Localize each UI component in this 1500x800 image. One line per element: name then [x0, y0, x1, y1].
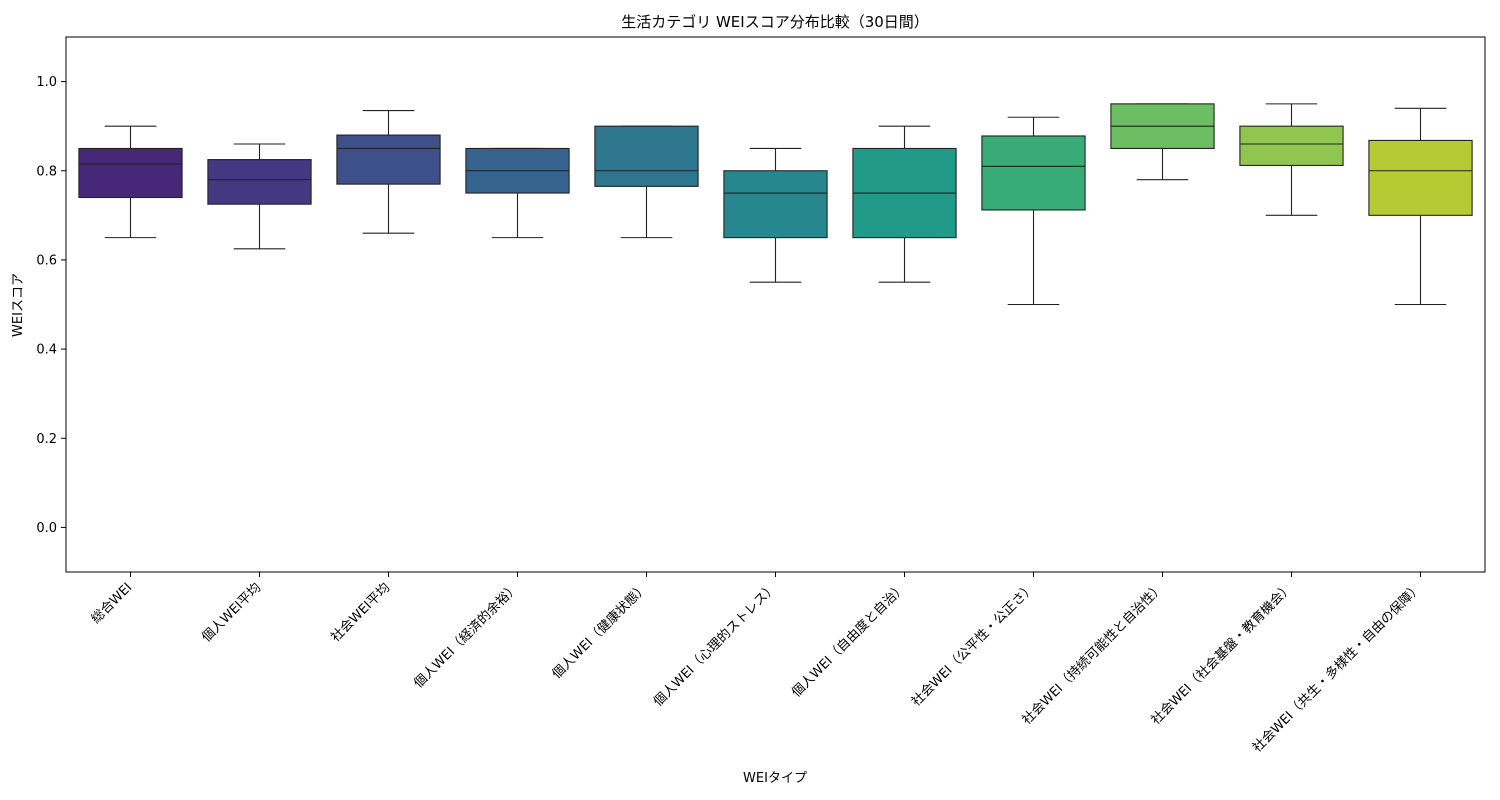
x-tick-label: 個人WEI（自由度と自治） — [788, 580, 909, 701]
y-axis-title: WEIスコア — [11, 273, 26, 337]
x-tick-label: 個人WEI平均 — [199, 580, 264, 645]
y-tick-label: 0.0 — [36, 521, 57, 536]
box-8 — [981, 116, 1086, 306]
box-9 — [1110, 103, 1215, 181]
chart-title: 生活カテゴリ WEIスコア分布比較（30日間） — [621, 13, 929, 31]
y-axis: 0.0 0.2 0.4 0.6 0.8 1.0 — [36, 75, 66, 536]
iqr-box — [336, 134, 441, 185]
x-tick-label: 社会WEI（公平性・公正さ） — [908, 580, 1038, 710]
x-tick-label: 個人WEI（心理的ストレス） — [650, 580, 780, 710]
plot-frame — [65, 36, 1486, 573]
x-tick-label: 総合WEI — [89, 580, 136, 627]
box-10 — [1239, 103, 1344, 216]
iqr-box — [1239, 125, 1344, 166]
box-7 — [852, 125, 957, 283]
box-5 — [594, 125, 699, 239]
x-tick-label: 社会WEI（持続可能性と自治性） — [1019, 580, 1167, 728]
y-tick-label: 0.2 — [36, 432, 57, 447]
iqr-box — [981, 135, 1086, 211]
y-tick-label: 1.0 — [36, 75, 57, 90]
x-axis: 総合WEI 個人WEI平均 社会WEI平均 個人WEI（経済的余裕） 個人WEI（健康状… — [89, 572, 1425, 756]
x-tick-label: 社会WEI（社会基盤・教育機会） — [1148, 580, 1296, 728]
box-1 — [78, 125, 183, 239]
iqr-box — [594, 125, 699, 187]
box-3 — [336, 110, 441, 234]
box-4 — [465, 147, 570, 239]
y-tick-label: 0.6 — [36, 253, 57, 268]
x-axis-title: WEIタイプ — [743, 771, 807, 786]
box-2 — [207, 143, 312, 250]
x-tick-label: 個人WEI（経済的余裕） — [411, 580, 523, 692]
box-11 — [1368, 107, 1473, 306]
x-tick-label: 個人WEI（健康状態） — [549, 580, 651, 682]
x-tick-label: 社会WEI平均 — [328, 580, 394, 646]
iqr-box — [723, 170, 828, 239]
iqr-box — [207, 159, 312, 205]
y-tick-label: 0.8 — [36, 164, 57, 179]
iqr-box — [78, 147, 183, 199]
y-tick-label: 0.4 — [36, 343, 57, 358]
boxes-layer — [78, 103, 1473, 306]
iqr-box — [1368, 139, 1473, 216]
box-6 — [723, 147, 828, 283]
